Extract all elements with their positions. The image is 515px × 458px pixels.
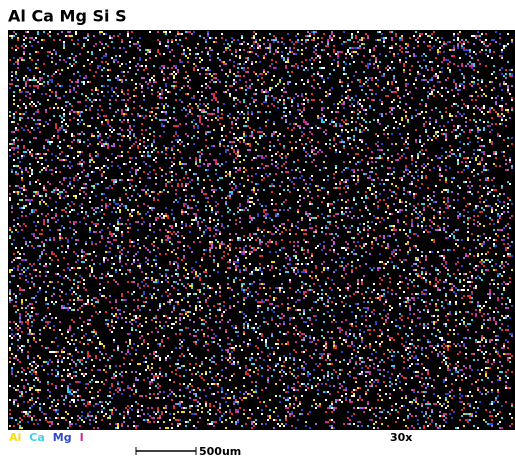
eds-map-view: Al Ca Mg Si S Al Ca Mg I 500um 30x bbox=[0, 0, 515, 458]
legend-label: I bbox=[80, 431, 84, 444]
legend: Al Ca Mg I bbox=[9, 431, 84, 444]
magnification: 30x bbox=[390, 431, 412, 444]
legend-label: Ca bbox=[29, 431, 45, 444]
page: Al Ca Mg Si S AlCaMgI 500um 30x (() => {… bbox=[0, 0, 515, 458]
legend-label: Mg bbox=[53, 431, 72, 444]
scale-bar-label: 500um bbox=[199, 445, 241, 458]
map-title: Al Ca Mg Si S bbox=[8, 7, 127, 26]
legend-label: Al bbox=[9, 431, 21, 444]
